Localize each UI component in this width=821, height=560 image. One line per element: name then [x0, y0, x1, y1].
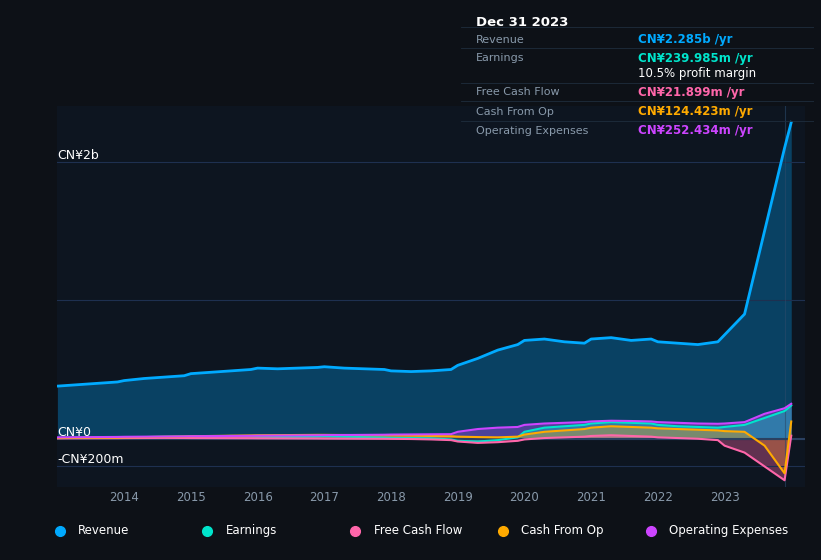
Text: 2016: 2016: [243, 491, 273, 505]
Text: Dec 31 2023: Dec 31 2023: [475, 16, 568, 29]
Text: Revenue: Revenue: [475, 35, 525, 45]
Text: Cash From Op: Cash From Op: [475, 107, 553, 116]
Text: CN¥239.985m /yr: CN¥239.985m /yr: [638, 52, 753, 65]
Text: 2023: 2023: [709, 491, 740, 505]
Text: CN¥0: CN¥0: [57, 426, 91, 438]
Text: Free Cash Flow: Free Cash Flow: [374, 524, 462, 537]
Text: 10.5% profit margin: 10.5% profit margin: [638, 67, 756, 81]
Text: CN¥2b: CN¥2b: [57, 149, 99, 162]
Text: Earnings: Earnings: [475, 53, 524, 63]
Text: Earnings: Earnings: [226, 524, 277, 537]
Text: CN¥124.423m /yr: CN¥124.423m /yr: [638, 105, 752, 118]
Text: 2021: 2021: [576, 491, 606, 505]
Text: CN¥2.285b /yr: CN¥2.285b /yr: [638, 33, 732, 46]
Text: 2022: 2022: [643, 491, 672, 505]
Text: 2020: 2020: [510, 491, 539, 505]
Text: Operating Expenses: Operating Expenses: [475, 126, 588, 136]
Text: Revenue: Revenue: [78, 524, 130, 537]
Text: 2018: 2018: [376, 491, 406, 505]
Text: CN¥21.899m /yr: CN¥21.899m /yr: [638, 86, 745, 99]
Text: 2015: 2015: [176, 491, 206, 505]
Text: -CN¥200m: -CN¥200m: [57, 454, 124, 466]
Text: 2017: 2017: [310, 491, 339, 505]
Text: 2019: 2019: [443, 491, 473, 505]
Text: CN¥252.434m /yr: CN¥252.434m /yr: [638, 124, 753, 138]
Text: 2014: 2014: [109, 491, 139, 505]
Text: Free Cash Flow: Free Cash Flow: [475, 87, 559, 97]
Text: Operating Expenses: Operating Expenses: [669, 524, 788, 537]
Text: Cash From Op: Cash From Op: [521, 524, 603, 537]
